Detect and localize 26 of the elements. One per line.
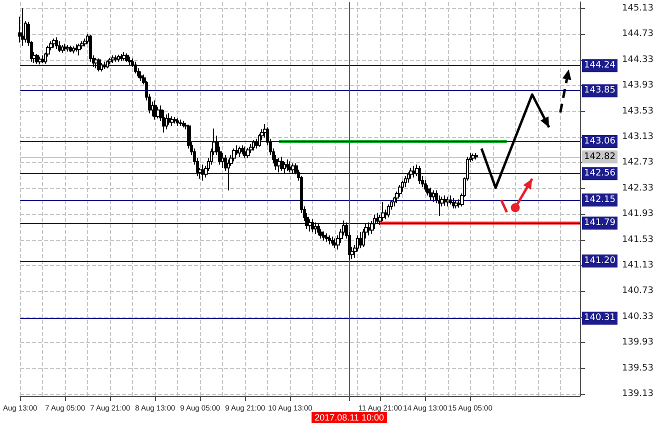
y-tick-label: 140.33: [622, 312, 654, 322]
y-tick-label: 144.33: [622, 54, 654, 65]
x-tick-label: 2017.08.11 10:00: [314, 412, 384, 422]
y-tick-label: 140.73: [622, 286, 654, 296]
ref-line-label: 141.79: [584, 218, 616, 228]
y-tick-label: 143.93: [622, 80, 654, 91]
ref-line-label: 144.24: [584, 60, 616, 71]
y-tick-label: 141.93: [622, 209, 654, 220]
ref-line-label: 143.85: [584, 86, 616, 96]
ref-line-label: 142.56: [584, 168, 616, 179]
y-tick-label: 145.13: [622, 3, 654, 14]
y-tick-label: 139.93: [622, 338, 654, 348]
y-tick-label: 143.13: [622, 132, 654, 142]
y-tick-label: 139.13: [622, 389, 654, 400]
y-tick-label: 144.73: [622, 29, 654, 40]
y-tick-label: 142.73: [622, 158, 654, 168]
ref-line-label: 140.31: [584, 313, 616, 324]
y-tick-label: 141.13: [622, 260, 654, 271]
ref-line-label: 141.20: [584, 256, 616, 266]
y-tick-label: 142.33: [622, 183, 654, 194]
ref-line-label: 142.82: [584, 152, 616, 162]
y-tick-label: 139.53: [622, 363, 654, 374]
ref-line-label: 142.15: [584, 194, 616, 205]
y-tick-label: 141.53: [622, 234, 654, 245]
y-tick-label: 143.53: [622, 106, 654, 116]
ref-line-label: 143.06: [584, 136, 616, 146]
